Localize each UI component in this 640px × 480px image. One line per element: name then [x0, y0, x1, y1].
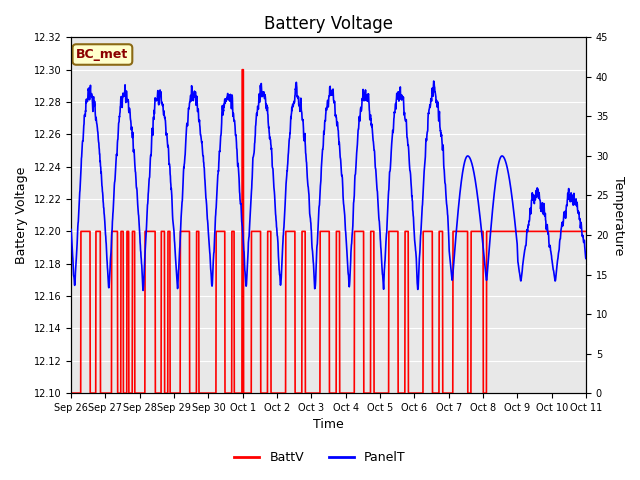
X-axis label: Time: Time	[313, 419, 344, 432]
Legend: BattV, PanelT: BattV, PanelT	[229, 446, 411, 469]
Text: BC_met: BC_met	[76, 48, 129, 61]
Y-axis label: Battery Voltage: Battery Voltage	[15, 167, 28, 264]
Title: Battery Voltage: Battery Voltage	[264, 15, 393, 33]
Y-axis label: Temperature: Temperature	[612, 176, 625, 255]
